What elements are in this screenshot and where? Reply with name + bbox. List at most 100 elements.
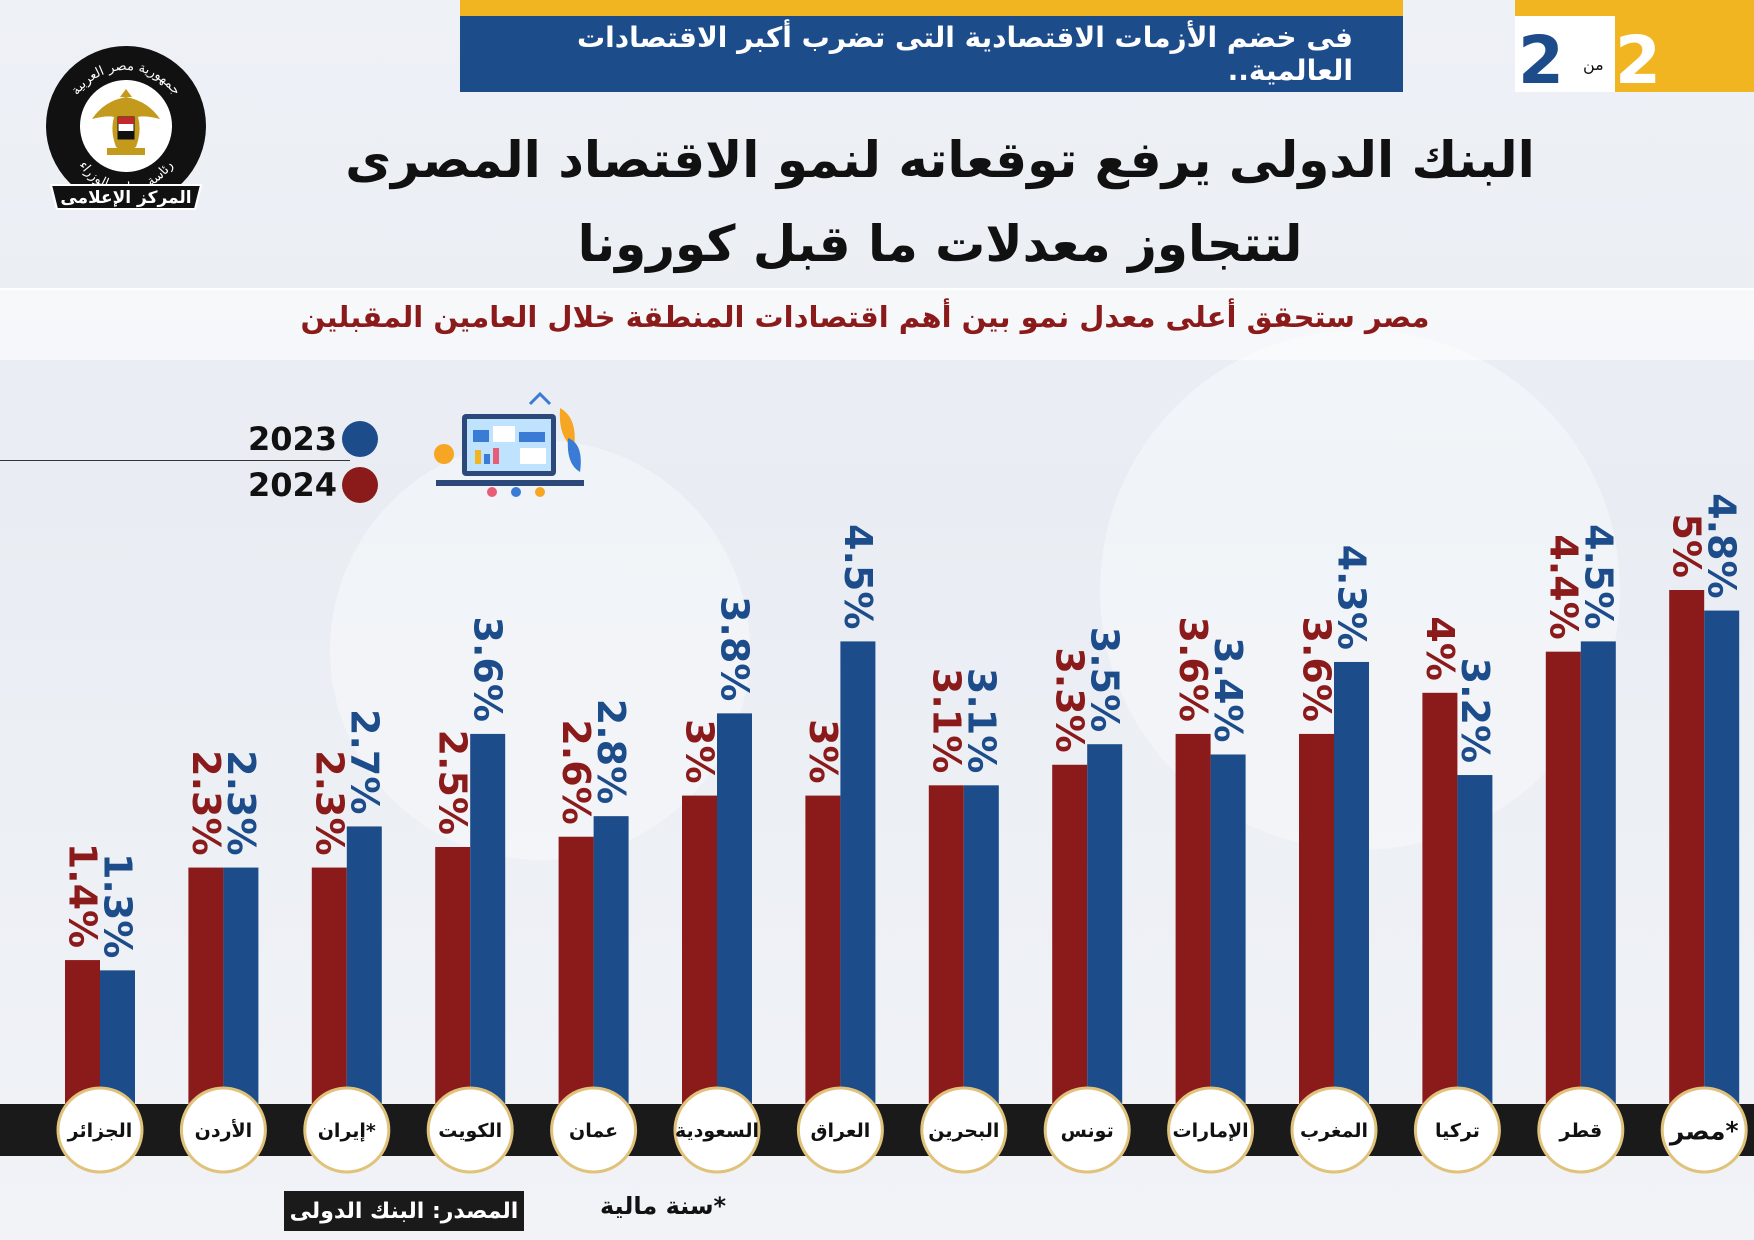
category-badge-12 [1537,1086,1625,1174]
bar-2023-12 [1580,641,1616,1104]
logo-ribbon-text: المركز الإعلامى [60,188,191,208]
data-label-2023-5: 3.8% [713,596,757,701]
footnote: *سنة مالية [600,1192,727,1220]
category-badge-7 [920,1086,1008,1174]
bar-2024-8 [1052,764,1088,1104]
category-badge-1 [179,1086,267,1174]
bar-2023-3 [470,733,506,1104]
bar-2023-1 [223,867,259,1104]
bar-2024-7 [928,785,964,1104]
category-label-5: السعودية [675,1120,759,1142]
category-badge-8 [1043,1086,1131,1174]
category-badge-0 [56,1086,144,1174]
data-label-2023-1: 2.3% [219,750,263,855]
bar-2024-9 [1175,733,1211,1104]
bar-2023-7 [963,785,999,1104]
category-label-11: تركيا [1435,1120,1480,1142]
legend-divider [0,460,350,461]
bar-2024-13 [1669,590,1705,1104]
data-label-2023-6: 4.5% [836,524,880,629]
category-label-7: البحرين [928,1120,999,1142]
data-label-2024-11: 4% [1418,616,1462,681]
data-label-2023-13: 4.8% [1700,493,1744,598]
bar-2024-2 [311,867,347,1104]
top-banner: فى خضم الأزمات الاقتصادية التى تضرب أكبر… [460,0,1403,92]
bar-2023-13 [1704,610,1740,1104]
data-label-2023-12: 4.5% [1576,524,1620,629]
data-label-2024-5: 3% [678,719,722,784]
source-label: المصدر: البنك الدولى [284,1191,524,1231]
legend-dot-2023 [342,421,378,457]
category-badge-13 [1660,1086,1748,1174]
category-badge-10 [1290,1086,1378,1174]
title-line-1: البنك الدولى يرفع توقعاته لنمو الاقتصاد … [345,131,1535,189]
cabinet-logo: جمهورية مصر العربية رئاسة مجلس الوزراء ا… [46,46,206,210]
subtitle: مصر ستحقق أعلى معدل نمو بين أهم اقتصادات… [300,300,1430,334]
data-label-2023-7: 3.1% [959,668,1003,773]
bar-2023-5 [717,713,752,1104]
banner-text: فى خضم الأزمات الاقتصادية التى تضرب أكبر… [576,21,1353,87]
subtitle-band [0,288,1754,360]
category-badge-5 [673,1086,761,1174]
bar-2023-8 [1087,744,1123,1104]
bar-2023-6 [840,641,876,1104]
category-label-12: قطر [1558,1120,1602,1142]
bar-2024-6 [805,795,841,1104]
page-current: 2 [1615,22,1661,99]
bar-2024-11 [1422,692,1458,1104]
category-label-1: الأردن [195,1119,253,1142]
dashboard-illustration [434,391,584,497]
data-label-2023-3: 3.6% [466,617,510,722]
category-label-9: الإمارات [1173,1120,1249,1142]
legend-label-2024: 2024 [248,466,338,504]
bar-2024-4 [558,836,594,1104]
data-label-2024-8: 3.3% [1048,647,1092,752]
category-label-6: العراق [811,1120,871,1142]
data-label-2024-0: 1.4% [61,843,105,948]
category-badge-11 [1413,1086,1501,1174]
category-label-10: المغرب [1300,1120,1368,1142]
page-indicator [1515,0,1754,92]
category-label-13: مصر* [1668,1117,1739,1147]
page-of-label: من [1583,55,1604,74]
data-label-2024-4: 2.6% [554,719,598,824]
bar-2023-11 [1457,775,1493,1104]
category-badge-4 [550,1086,638,1174]
bar-2024-12 [1545,651,1581,1104]
data-label-2024-3: 2.5% [431,730,475,835]
bar-2024-5 [682,795,717,1104]
data-label-2023-11: 3.2% [1453,658,1497,763]
category-badge-3 [426,1086,514,1174]
data-label-2023-0: 1.3% [96,853,140,958]
data-label-2024-10: 3.6% [1295,617,1339,722]
data-label-2024-12: 4.4% [1541,534,1585,639]
bar-2023-0 [100,970,135,1104]
bar-2024-10 [1299,733,1334,1104]
category-label-3: الكويت [438,1120,502,1142]
category-label-4: عمان [569,1120,618,1142]
legend-dot-2024 [342,467,378,503]
data-label-2024-1: 2.3% [184,750,228,855]
data-label-2024-7: 3.1% [924,668,968,773]
data-label-2024-13: 5% [1665,513,1709,578]
category-badge-6 [796,1086,884,1174]
data-label-2024-2: 2.3% [307,750,351,855]
title-line-2: لتتجاوز معدلات ما قبل كورونا [577,215,1303,273]
bar-2023-4 [593,816,629,1104]
data-label-2024-9: 3.6% [1171,617,1215,722]
data-label-2023-8: 3.5% [1083,627,1127,732]
category-badge-9 [1167,1086,1255,1174]
page-total: 2 [1518,22,1564,99]
page-title: البنك الدولى يرفع توقعاته لنمو الاقتصاد … [250,118,1630,286]
data-label-2023-4: 2.8% [589,699,633,804]
category-label-0: الجزائر [67,1120,133,1142]
eagle-icon [92,89,160,155]
category-label-2: إيران* [318,1120,376,1142]
bar-2024-0 [65,960,100,1104]
data-label-2024-6: 3% [801,719,845,784]
bar-2023-10 [1334,661,1369,1104]
category-badge-2 [303,1086,391,1174]
data-label-2023-9: 3.4% [1206,637,1250,742]
background-decoration [330,440,750,860]
